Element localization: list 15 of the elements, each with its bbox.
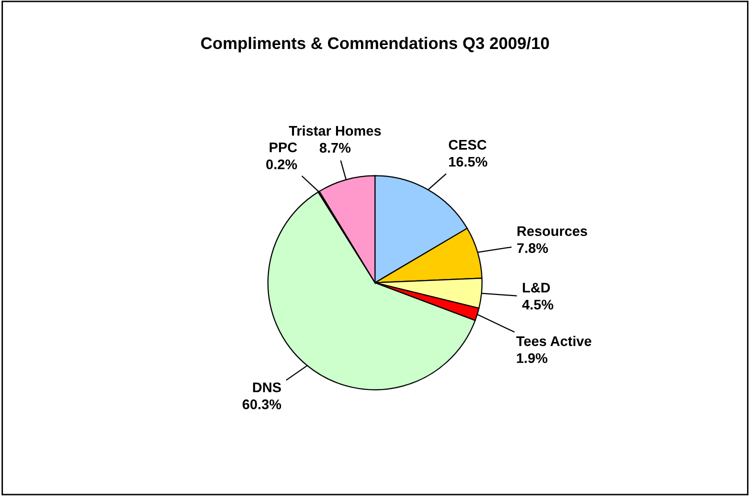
slice-label: Tees Active [516, 336, 592, 346]
slice-label: L&D [522, 282, 550, 293]
chart-title: Compliments & Commendations Q3 2009/10 [201, 36, 549, 52]
slice-label: Tristar Homes [288, 126, 381, 136]
data-label: 0.2% [266, 159, 297, 170]
data-label: 7.8% [517, 243, 548, 254]
data-label: 4.5% [522, 300, 554, 310]
data-label: 1.9% [516, 353, 548, 364]
slice-label: PPC [270, 142, 297, 152]
data-label: 60.3% [242, 399, 282, 410]
slice-label: DNS [253, 382, 281, 392]
slice-label: CESC [448, 140, 486, 150]
data-label: 16.5% [449, 156, 488, 167]
slice-label: Resources [518, 226, 588, 236]
data-label: 8.7% [320, 142, 351, 153]
